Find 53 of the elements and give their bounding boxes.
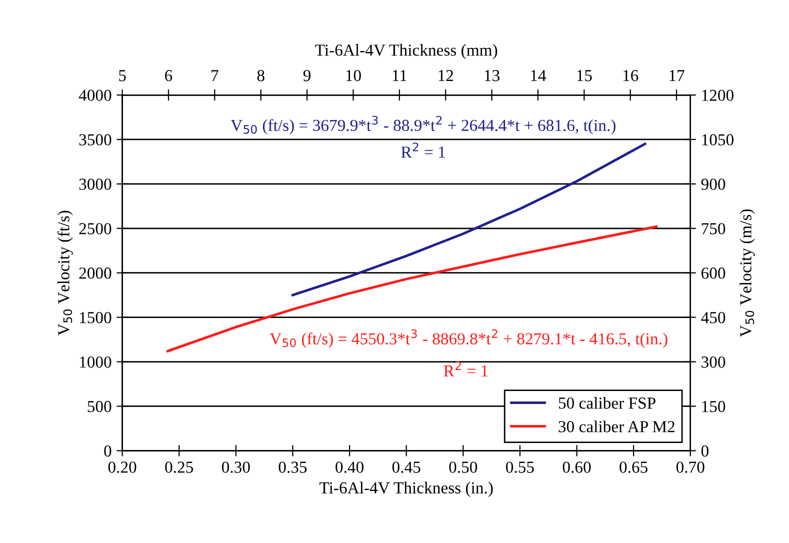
x-tick-label: 0.30 bbox=[222, 462, 250, 473]
y2-tick-label: 1200 bbox=[702, 90, 734, 101]
y2-tick-label: 1050 bbox=[702, 134, 734, 146]
x-tick-label: 0.55 bbox=[506, 462, 534, 473]
x2-tick-label: 11 bbox=[392, 70, 406, 82]
legend-label: 50 caliber FSP bbox=[558, 397, 656, 409]
y-tick-label: 1500 bbox=[80, 312, 112, 324]
y2-tick-label: 450 bbox=[701, 312, 726, 324]
x2-tick-label: 5 bbox=[119, 70, 126, 82]
x2-tick-label: 9 bbox=[303, 70, 311, 82]
legend-label: 30 caliber AP M2 bbox=[558, 420, 674, 432]
x-tick-label: 0.40 bbox=[336, 462, 364, 473]
x2-tick-label: 8 bbox=[257, 70, 264, 82]
annotation: V$_{50}$ (ft/s) = 4550.3*t$^{3}$ - 8869.8*t$^{2}$ + 8279.1*t - 416.5, t(in.) bbox=[270, 329, 668, 348]
y-tick-label: 2000 bbox=[79, 268, 112, 279]
x2-tick-label: 15 bbox=[577, 70, 592, 82]
y-axis-title: V$_{50}$ Velocity (ft/s) bbox=[57, 210, 73, 336]
x-tick-label: 0.45 bbox=[392, 462, 420, 473]
x-tick-label: 0.50 bbox=[449, 462, 478, 473]
y-tick-label: 1000 bbox=[80, 356, 112, 368]
x2-tick-label: 6 bbox=[165, 70, 172, 82]
x2-tick-label: 14 bbox=[531, 70, 546, 82]
x2-tick-label: 10 bbox=[346, 70, 361, 82]
x2-tick-label: 17 bbox=[670, 70, 684, 82]
x-tick-label: 0.60 bbox=[562, 462, 591, 473]
x-tick-label: 0.70 bbox=[676, 462, 704, 473]
x-tick-label: 0.35 bbox=[278, 462, 307, 473]
x2-tick-label: 16 bbox=[623, 70, 638, 82]
x2-axis-title: Ti-6Al-4V Thickness (mm) bbox=[315, 44, 498, 60]
x2-tick-label: 12 bbox=[438, 70, 454, 82]
y2-tick-label: 300 bbox=[702, 356, 726, 368]
y-tick-label: 2500 bbox=[79, 223, 112, 234]
y-tick-label: 4000 bbox=[78, 90, 112, 101]
x-axis-title: Ti-6Al-4V Thickness (in.) bbox=[320, 482, 493, 497]
y-tick-label: 0 bbox=[104, 445, 112, 457]
y2-tick-label: 0 bbox=[701, 445, 708, 457]
x2-tick-label: 13 bbox=[484, 70, 500, 82]
y2-tick-label: 600 bbox=[702, 268, 726, 279]
y2-tick-label: 150 bbox=[702, 400, 726, 412]
x-tick-label: 0.65 bbox=[620, 462, 648, 473]
y2-axis-title: V$_{50}$ Velocity (m/s) bbox=[740, 209, 755, 337]
annotation: R$^{2}$ = 1 bbox=[401, 142, 445, 158]
y2-tick-label: 900 bbox=[701, 178, 726, 190]
y2-tick-label: 750 bbox=[702, 223, 726, 234]
annotation: R$^{2}$ = 1 bbox=[444, 361, 488, 376]
x-tick-label: 0.25 bbox=[165, 462, 194, 473]
y-tick-label: 500 bbox=[88, 400, 112, 412]
x2-tick-label: 7 bbox=[212, 70, 218, 82]
x-tick-label: 0.20 bbox=[108, 462, 136, 473]
line-series bbox=[291, 142, 646, 296]
y-tick-label: 3000 bbox=[79, 178, 112, 190]
annotation: V$_{50}$ (ft/s) = 3679.9*t$^{3}$ - 88.9*t$^{2}$ + 2644.4*t + 681.6, t(in.) bbox=[230, 116, 616, 134]
y-tick-label: 3500 bbox=[79, 134, 112, 146]
